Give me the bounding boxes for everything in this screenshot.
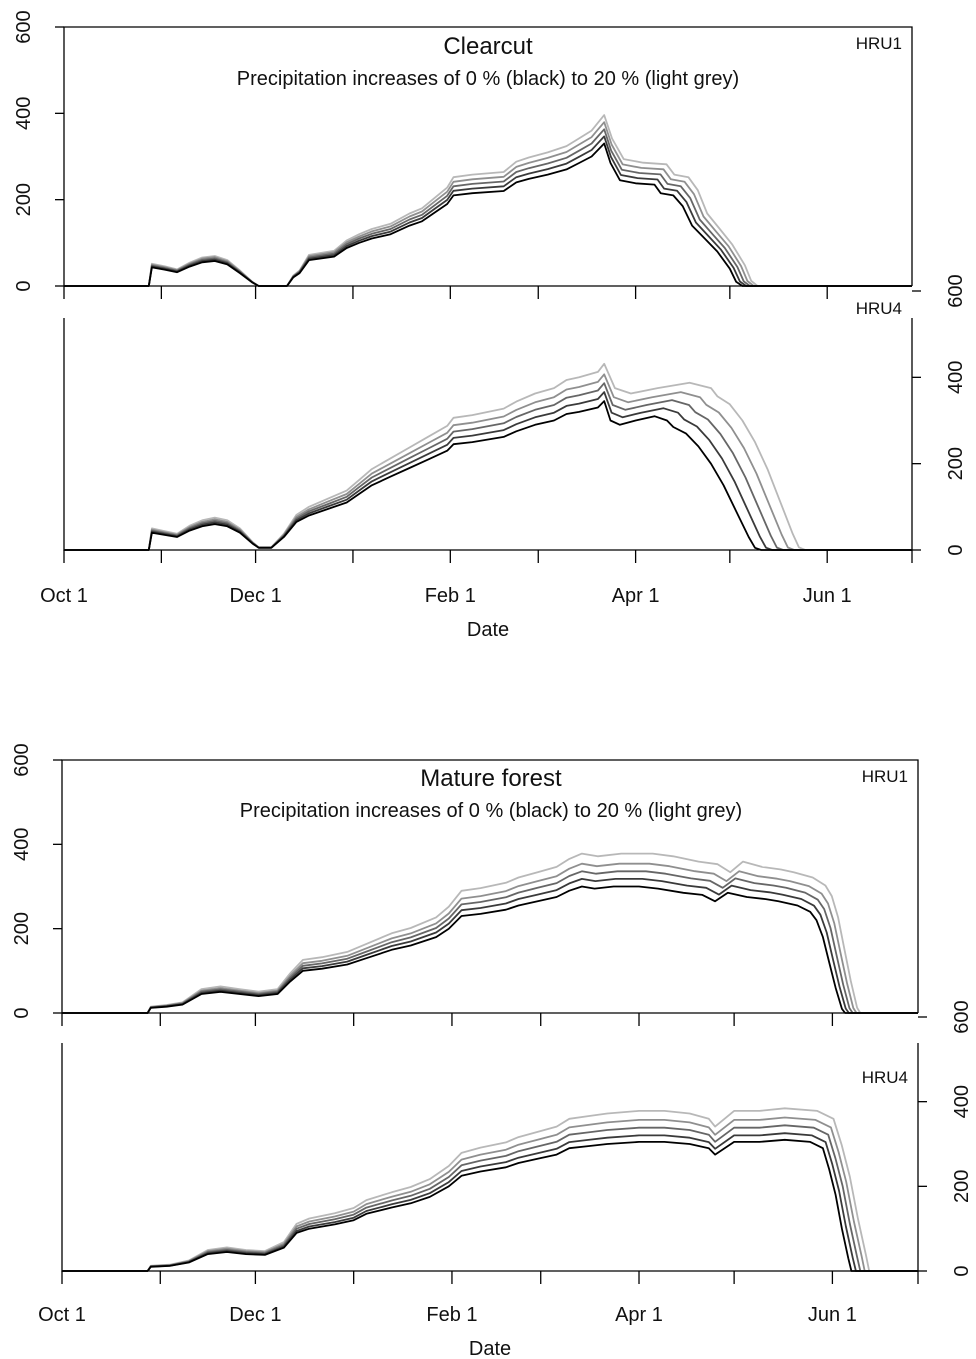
- y-axis-right: 0 200 400 600: [912, 274, 967, 556]
- panel-label: HRU4: [862, 1068, 908, 1087]
- chart-clearcut-title: Clearcut: [443, 33, 533, 60]
- panel-frame: [63, 318, 913, 551]
- y-axis-left: 0 200 400 600: [11, 743, 62, 1019]
- series-group: [62, 1107, 918, 1272]
- series-line-5pct: [62, 878, 918, 1014]
- series-line-0pct: [64, 142, 912, 287]
- x-axis-title: Date: [469, 1338, 511, 1359]
- series-line-0pct: [62, 885, 918, 1014]
- panel-label: HRU4: [856, 299, 902, 318]
- panel-frame: [61, 759, 919, 1013]
- x-tick-label: Jun 1: [808, 1304, 857, 1326]
- y-tick-label: 600: [13, 10, 35, 43]
- x-tick-label: Feb 1: [426, 1304, 477, 1326]
- series-line-0pct: [62, 1138, 918, 1272]
- series-line-20pct: [64, 362, 912, 551]
- series-line-5pct: [64, 391, 912, 551]
- panel-mature-forest-hru4: HRU4 0 200 400 600 Oct 1 Dec 1 Feb 1 Apr 1 Jun …: [38, 1000, 973, 1359]
- panel-label: HRU1: [856, 34, 902, 53]
- series-line-20pct: [62, 852, 918, 1014]
- y-tick-label: 400: [11, 828, 33, 861]
- y-tick-label: 600: [11, 743, 33, 776]
- y-tick-label: 200: [951, 1170, 973, 1203]
- y-tick-label: 400: [951, 1085, 973, 1118]
- x-axis: Oct 1 Dec 1 Feb 1 Apr 1 Jun 1: [40, 286, 913, 607]
- series-group: [64, 362, 912, 551]
- x-tick-label: Feb 1: [425, 585, 476, 607]
- y-tick-label: 200: [11, 912, 33, 945]
- chart-clearcut: Clearcut Precipitation increases of 0 % …: [13, 10, 967, 641]
- y-tick-label: 0: [11, 1007, 33, 1018]
- y-axis-right: 0 200 400 600: [918, 1000, 973, 1277]
- series-group: [62, 852, 918, 1014]
- y-tick-label: 400: [13, 97, 35, 130]
- series-line-0pct: [64, 400, 912, 551]
- x-axis-title: Date: [467, 619, 509, 641]
- panel-clearcut-hru1: HRU1 0 200 400 600: [13, 10, 913, 292]
- y-tick-label: 600: [951, 1000, 973, 1033]
- chart-clearcut-subtitle: Precipitation increases of 0 % (black) t…: [237, 68, 739, 90]
- x-tick-label: Dec 1: [229, 585, 281, 607]
- chart-mature-forest: Mature forest Precipitation increases of…: [11, 743, 973, 1359]
- x-tick-label: Apr 1: [612, 585, 660, 607]
- panel-frame: [63, 26, 913, 286]
- y-tick-label: 600: [945, 274, 967, 307]
- x-tick-label: Oct 1: [40, 585, 88, 607]
- series-line-10pct: [64, 382, 912, 551]
- x-tick-label: Dec 1: [229, 1304, 281, 1326]
- series-line-10pct: [62, 1124, 918, 1272]
- panel-clearcut-hru4: HRU4 0 200 400 600 Oct 1 Dec 1 Feb 1 Apr 1 Jun …: [40, 274, 967, 641]
- series-line-15pct: [64, 373, 912, 551]
- x-tick-label: Apr 1: [615, 1304, 663, 1326]
- series-line-20pct: [64, 114, 912, 287]
- series-line-5pct: [62, 1132, 918, 1272]
- series-line-15pct: [62, 1116, 918, 1272]
- chart-mature-forest-subtitle: Precipitation increases of 0 % (black) t…: [240, 800, 742, 822]
- series-group: [64, 114, 912, 287]
- y-tick-label: 0: [13, 280, 35, 291]
- y-tick-label: 200: [13, 183, 35, 216]
- y-tick-label: 200: [945, 447, 967, 480]
- panel-label: HRU1: [862, 767, 908, 786]
- series-line-15pct: [62, 862, 918, 1014]
- series-line-20pct: [62, 1107, 918, 1272]
- x-axis: Oct 1 Dec 1 Feb 1 Apr 1 Jun 1: [38, 1013, 919, 1326]
- y-tick-label: 0: [945, 544, 967, 555]
- x-tick-label: Jun 1: [803, 585, 852, 607]
- y-axis-left: 0 200 400 600: [13, 10, 64, 292]
- y-tick-label: 400: [945, 361, 967, 394]
- y-tick-label: 0: [951, 1265, 973, 1276]
- x-tick-label: Oct 1: [38, 1304, 86, 1326]
- panel-frame: [61, 1043, 919, 1272]
- panel-mature-forest-hru1: HRU1 0 200 400 600: [11, 743, 919, 1019]
- series-line-10pct: [62, 870, 918, 1014]
- chart-mature-forest-title: Mature forest: [420, 765, 562, 792]
